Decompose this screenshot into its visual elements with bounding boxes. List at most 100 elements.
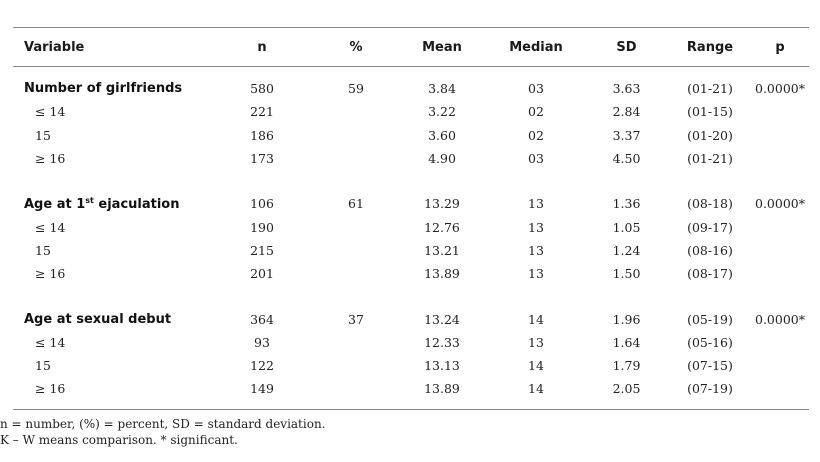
cell-mean: 3.22 xyxy=(428,104,456,120)
footnote-line: K – W means comparison. * significant. xyxy=(0,433,238,447)
cell-median: 13 xyxy=(528,266,544,282)
col-header-median: Median xyxy=(509,39,563,55)
row-label: ≤ 14 xyxy=(35,219,66,235)
cell-range: (05-19) xyxy=(687,311,733,327)
cell-mean: 13.89 xyxy=(424,381,460,397)
cell-n: 215 xyxy=(250,242,274,258)
cell-median: 13 xyxy=(528,334,544,350)
row-label: ≥ 16 xyxy=(35,381,66,397)
cell-median: 14 xyxy=(528,358,544,374)
table-row: 15 122 13.13 14 1.79 (07-15) xyxy=(13,354,809,377)
cell-median: 02 xyxy=(528,104,544,120)
cell-mean: 13.21 xyxy=(424,242,460,258)
cell-range: (07-19) xyxy=(687,381,733,397)
cell-sd: 1.24 xyxy=(612,242,641,258)
cell-n: 190 xyxy=(250,219,274,235)
cell-sd: 1.50 xyxy=(612,266,641,282)
cell-range: (09-17) xyxy=(687,219,733,235)
group-row-first-ejaculation: Age at 1st ejaculation 106 61 13.29 13 1… xyxy=(13,192,809,215)
group-label: Number of girlfriends xyxy=(24,81,183,97)
col-header-p: p xyxy=(775,39,785,55)
cell-sd: 1.36 xyxy=(612,196,641,212)
cell-n: 221 xyxy=(250,104,274,120)
table-row: 15 186 3.60 02 3.37 (01-20) xyxy=(13,124,809,147)
cell-sd: 1.96 xyxy=(612,311,641,327)
col-header-percent: % xyxy=(349,39,363,55)
cell-n: 201 xyxy=(250,266,274,282)
cell-sd: 2.05 xyxy=(612,381,641,397)
cell-p: 0.0000* xyxy=(755,81,805,97)
cell-mean: 3.84 xyxy=(428,81,456,97)
header-row: Variable n % Mean Median SD Range p xyxy=(13,28,809,67)
cell-n: 106 xyxy=(250,196,274,212)
cell-n: 364 xyxy=(250,311,274,327)
row-label: ≥ 16 xyxy=(35,151,66,167)
cell-median: 03 xyxy=(528,151,544,167)
cell-median: 03 xyxy=(528,81,544,97)
cell-mean: 12.33 xyxy=(424,334,460,350)
col-header-range: Range xyxy=(686,39,734,55)
row-label: 15 xyxy=(35,242,51,258)
cell-sd: 3.37 xyxy=(612,127,641,143)
group-label-tail: ejaculation xyxy=(93,196,180,212)
group-row-sexual-debut: Age at sexual debut 364 37 13.24 14 1.96… xyxy=(13,307,809,330)
cell-mean: 3.60 xyxy=(428,127,456,143)
cell-range: (01-21) xyxy=(687,81,733,97)
header-rule-row xyxy=(13,66,809,67)
cell-range: (01-20) xyxy=(687,127,733,143)
cell-mean: 13.89 xyxy=(424,266,460,282)
table-row: ≥ 16 149 13.89 14 2.05 (07-19) xyxy=(13,377,809,400)
footnote-line: n = number, (%) = percent, SD = standard… xyxy=(0,417,326,431)
cell-sd: 1.79 xyxy=(612,358,641,374)
group-label: Age at 1st ejaculation xyxy=(13,192,208,215)
statistics-table: Variable n % Mean Median SD Range p Numb… xyxy=(13,28,809,410)
cell-range: (01-21) xyxy=(687,151,733,167)
cell-median: 13 xyxy=(528,196,544,212)
table-row: ≤ 14 93 12.33 13 1.64 (05-16) xyxy=(13,331,809,354)
cell-n: 149 xyxy=(250,381,274,397)
cell-range: (05-16) xyxy=(687,334,733,350)
table-row: ≥ 16 201 13.89 13 1.50 (08-17) xyxy=(13,262,809,285)
cell-sd: 3.63 xyxy=(612,81,641,97)
cell-n: 122 xyxy=(250,358,274,374)
table-row: ≤ 14 221 3.22 02 2.84 (01-15) xyxy=(13,100,809,123)
group-row-girlfriends: Number of girlfriends 580 59 3.84 03 3.6… xyxy=(13,77,809,100)
cell-range: (08-18) xyxy=(687,196,733,212)
cell-sd: 4.50 xyxy=(612,151,641,167)
cell-median: 14 xyxy=(528,311,544,327)
table-row: ≤ 14 190 12.76 13 1.05 (09-17) xyxy=(13,215,809,238)
cell-sd: 2.84 xyxy=(612,104,641,120)
row-label: 15 xyxy=(35,127,51,143)
cell-median: 13 xyxy=(528,242,544,258)
cell-range: (07-15) xyxy=(687,358,733,374)
table-row: 15 215 13.21 13 1.24 (08-16) xyxy=(13,239,809,262)
row-label: ≥ 16 xyxy=(35,266,66,282)
cell-sd: 1.64 xyxy=(612,334,641,350)
cell-n: 580 xyxy=(250,81,274,97)
col-header-variable: Variable xyxy=(24,39,85,55)
cell-n: 93 xyxy=(254,334,270,350)
cell-n: 186 xyxy=(250,127,274,143)
cell-mean: 13.13 xyxy=(424,358,460,374)
col-header-mean: Mean xyxy=(422,39,462,55)
cell-mean: 13.29 xyxy=(424,196,460,212)
cell-sd: 1.05 xyxy=(612,219,641,235)
table-row: ≥ 16 173 4.90 03 4.50 (01-21) xyxy=(13,147,809,170)
cell-median: 02 xyxy=(528,127,544,143)
top-rule xyxy=(13,27,809,28)
cell-range: (08-16) xyxy=(687,242,733,258)
row-label: ≤ 14 xyxy=(35,334,66,350)
cell-range: (08-17) xyxy=(687,266,733,282)
group-label: Age at sexual debut xyxy=(24,311,172,327)
cell-percent: 37 xyxy=(348,311,364,327)
col-header-sd: SD xyxy=(616,39,637,55)
cell-mean: 13.24 xyxy=(424,311,460,327)
row-label: 15 xyxy=(35,358,51,374)
row-label: ≤ 14 xyxy=(35,104,66,120)
cell-median: 14 xyxy=(528,381,544,397)
cell-range: (01-15) xyxy=(687,104,733,120)
group-label-superscript: st xyxy=(85,195,94,205)
cell-mean: 12.76 xyxy=(424,219,460,235)
statistics-table-container: Variable n % Mean Median SD Range p Numb… xyxy=(13,27,809,410)
cell-percent: 59 xyxy=(348,81,364,97)
